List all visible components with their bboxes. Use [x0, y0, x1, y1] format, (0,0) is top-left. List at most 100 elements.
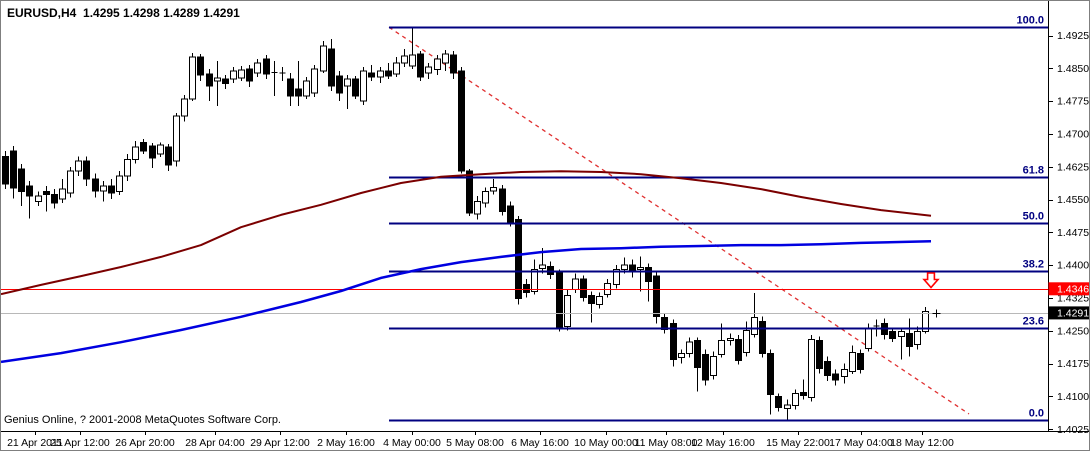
- price-axis[interactable]: 1.4925 1.4850 1.4775 1.4700 1.4625 1.4550 1.44…: [1048, 30, 1090, 436]
- bear-candle: [523, 284, 530, 293]
- bear-candle: [547, 266, 554, 275]
- time-tick-label: 12 May 16:00: [691, 437, 755, 449]
- price-tick-label: 1.4775: [1057, 96, 1089, 108]
- bear-candle: [43, 190, 50, 195]
- bull-candle: [75, 160, 82, 172]
- bear-candle: [458, 70, 465, 172]
- time-tick-label: 25 Apr 12:00: [50, 437, 110, 449]
- bull-candle: [132, 146, 139, 160]
- candle-doji: [279, 72, 286, 74]
- bull-candle: [637, 266, 644, 271]
- ma-slow-maroon: [1, 170, 932, 296]
- bear-candle: [26, 185, 33, 197]
- bull-candle: [922, 311, 929, 332]
- time-tick-label: 29 Apr 12:00: [250, 437, 310, 449]
- bull-candle: [360, 70, 367, 102]
- bull-candle: [718, 340, 725, 355]
- fibonacci-retracement[interactable]: 100.0 61.8 50.0 38.2 23.6 0.0: [389, 15, 1048, 422]
- price-tick-label: 1.4925: [1057, 30, 1089, 42]
- bull-candle: [320, 45, 327, 72]
- ma-fast-blue: [1, 239, 932, 364]
- bull-candle: [311, 68, 318, 94]
- bear-candle: [824, 360, 831, 376]
- bull-candle: [303, 80, 310, 97]
- bear-candle: [165, 146, 172, 166]
- bull-candle: [59, 188, 66, 200]
- fib-level-label: 61.8: [1023, 165, 1044, 177]
- bear-candle: [92, 178, 99, 192]
- bear-candle: [263, 58, 270, 75]
- bear-candle: [694, 340, 701, 369]
- time-tick-label: 15 May 22:00: [766, 437, 830, 449]
- bull-candle: [539, 264, 546, 269]
- copyright-text: Genius Online, ? 2001-2008 MetaQuotes So…: [4, 414, 281, 426]
- bull-candle: [157, 144, 164, 155]
- bear-candle: [775, 395, 782, 408]
- bull-candle: [710, 356, 717, 376]
- bear-candle: [222, 78, 229, 84]
- fib-level-label: 23.6: [1023, 316, 1044, 328]
- plot-frame: [1, 1, 1089, 432]
- bull-candle: [678, 353, 685, 359]
- bull-candle: [189, 56, 196, 100]
- bear-candle: [83, 160, 90, 180]
- sell-arrow-icon[interactable]: [922, 272, 940, 289]
- bear-candle: [328, 48, 335, 87]
- time-tick-label: 10 May 00:00: [574, 437, 638, 449]
- price-tick-label: 1.4475: [1057, 227, 1089, 239]
- bull-candle: [214, 77, 221, 82]
- bull-candle: [686, 341, 693, 355]
- price-tick-label: 1.4175: [1057, 358, 1089, 370]
- bear-candle: [2, 155, 9, 185]
- alert-price-badge-label: 1.4346: [1057, 283, 1089, 295]
- bear-candle: [515, 218, 522, 299]
- bull-candle: [377, 70, 384, 78]
- bear-candle: [368, 72, 375, 78]
- bear-candle: [108, 185, 115, 194]
- time-tick-label: 18 May 12:00: [890, 437, 954, 449]
- bear-candle: [499, 188, 506, 212]
- bear-candle: [507, 205, 514, 223]
- bear-candle: [800, 392, 807, 397]
- bull-candle: [173, 115, 180, 162]
- time-tick-label: 17 May 04:00: [829, 437, 893, 449]
- bear-candle: [580, 278, 587, 299]
- bull-candle: [751, 316, 758, 335]
- bull-candle: [808, 339, 815, 398]
- bear-candle: [556, 271, 563, 328]
- price-tick-label: 1.4025: [1057, 424, 1089, 436]
- bull-candle: [596, 295, 603, 306]
- bull-candle: [100, 185, 107, 192]
- bear-candle: [645, 266, 652, 282]
- bull-candle: [621, 264, 628, 271]
- time-tick-label: 5 May 08:00: [446, 437, 504, 449]
- bull-candle: [181, 98, 188, 117]
- bear-candle: [140, 141, 147, 152]
- bear-candle: [417, 53, 424, 78]
- price-tick-label: 1.4400: [1057, 260, 1089, 272]
- alert-price-badge: [1048, 282, 1089, 296]
- bull-candle: [393, 62, 400, 75]
- bull-candle: [116, 175, 123, 192]
- bear-candle: [702, 353, 709, 381]
- bull-candle: [238, 69, 245, 79]
- bear-candle: [889, 330, 896, 339]
- time-tick-label: 28 Apr 04:00: [185, 437, 245, 449]
- bear-candle: [450, 54, 457, 74]
- price-tick-label: 1.4550: [1057, 194, 1089, 206]
- bull-candle: [898, 330, 905, 337]
- candle-doji: [873, 325, 880, 327]
- bull-candle: [490, 186, 497, 192]
- bull-candle: [482, 190, 489, 204]
- bear-candle: [51, 193, 58, 204]
- bear-candle: [10, 150, 17, 189]
- horizontal-lines: [1, 289, 1048, 314]
- time-tick-label: 6 May 16:00: [511, 437, 569, 449]
- bear-candle: [385, 70, 392, 77]
- bull-candle: [849, 351, 856, 372]
- bear-candle: [832, 373, 839, 381]
- fib-level-label: 100.0: [1016, 15, 1044, 27]
